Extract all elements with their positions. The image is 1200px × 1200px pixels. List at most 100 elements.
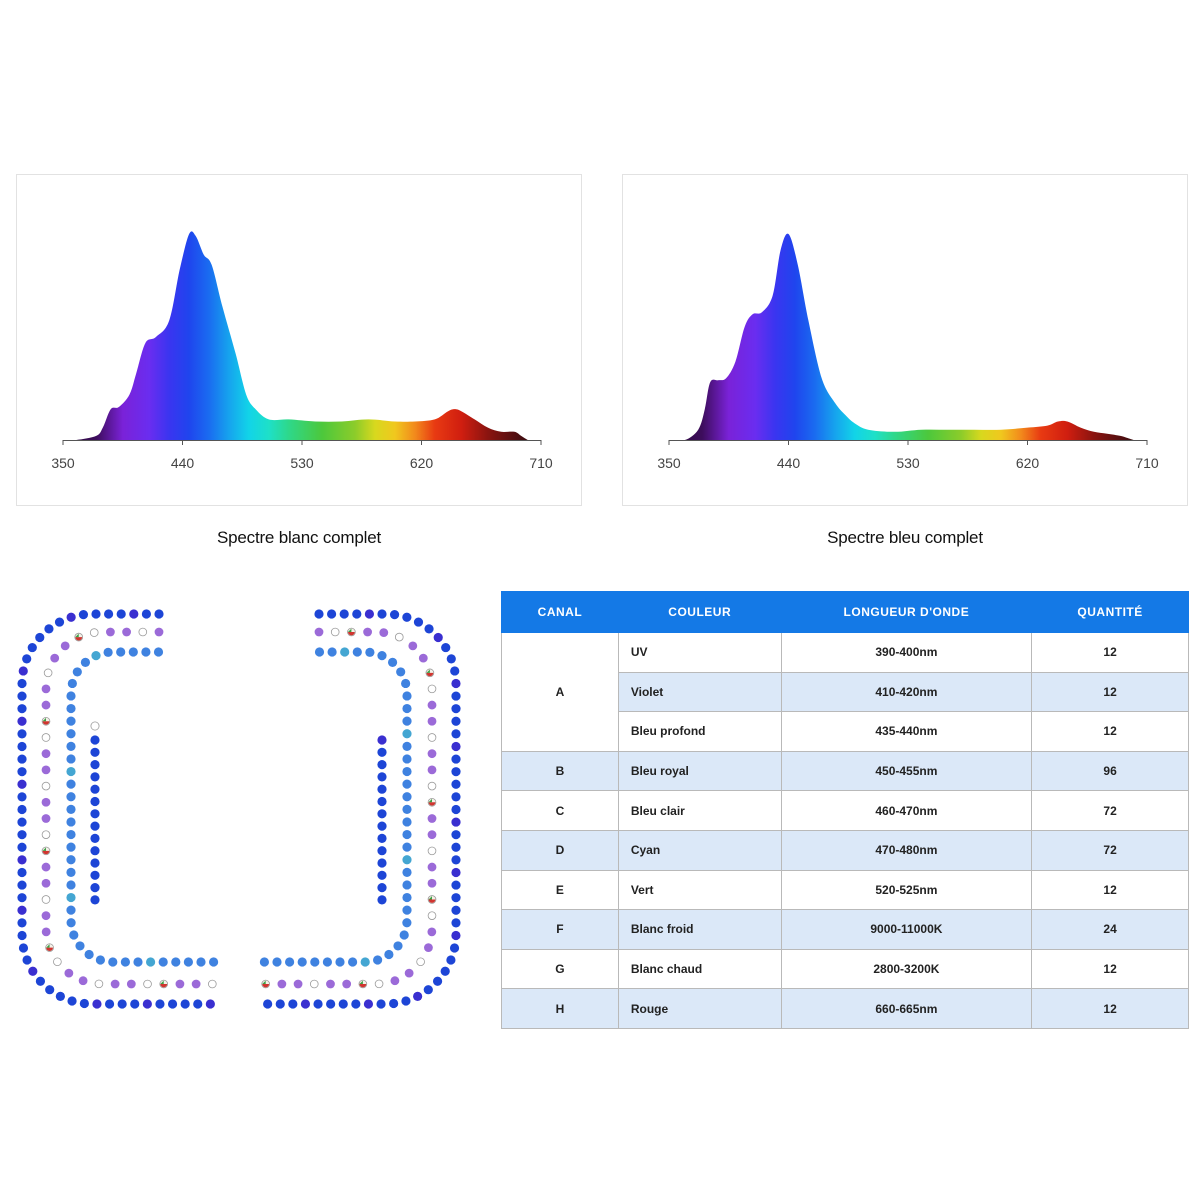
- led-dot: [418, 653, 428, 663]
- led-dot: [141, 609, 151, 619]
- led-dot: [377, 760, 387, 770]
- led-dot: [451, 930, 461, 941]
- header-longueur: LONGUEUR D'ONDE: [780, 591, 1033, 633]
- led-dot: [17, 893, 27, 903]
- led-dot: [451, 893, 461, 903]
- led-dot: [90, 846, 100, 856]
- led-dot: [275, 999, 285, 1009]
- led-dot: [427, 911, 437, 920]
- x-tick-label: 530: [896, 455, 920, 471]
- led-dot: [293, 979, 303, 989]
- led-dot: [66, 766, 76, 777]
- led-dot: [41, 797, 51, 807]
- led-dot: [402, 779, 412, 789]
- led-dot: [402, 766, 412, 777]
- led-dot: [154, 609, 164, 619]
- led-dot: [416, 957, 425, 967]
- header-couleur: COULEUR: [617, 591, 782, 633]
- led-dot: [376, 999, 386, 1009]
- led-dot: [310, 957, 320, 967]
- led-dot: [142, 999, 152, 1009]
- led-dot: [413, 617, 424, 627]
- led-dot: [309, 979, 319, 989]
- cell-quantite: 72: [1031, 829, 1189, 871]
- led-dot: [377, 651, 387, 661]
- led-dot: [17, 678, 27, 689]
- cell-quantite: 12: [1031, 988, 1189, 1029]
- led-dot: [104, 999, 115, 1009]
- led-dot: [451, 918, 461, 928]
- led-dot: [297, 957, 307, 967]
- led-dot: [402, 754, 412, 764]
- table-row: B Bleu royal 450-455nm 96: [501, 750, 1189, 792]
- led-dot: [402, 855, 412, 865]
- led-dot: [91, 651, 101, 661]
- led-dot: [75, 941, 85, 951]
- led-dot: [74, 632, 84, 642]
- led-dot: [425, 668, 435, 678]
- led-dot: [402, 741, 412, 751]
- led-dot: [110, 979, 120, 989]
- led-dot: [413, 991, 423, 1001]
- led-dot: [44, 624, 54, 634]
- led-dot: [66, 817, 76, 827]
- led-dot: [451, 842, 461, 852]
- led-dot: [339, 609, 349, 619]
- led-dot: [17, 880, 27, 890]
- led-dot: [66, 829, 76, 840]
- led-dot: [66, 729, 76, 739]
- led-dot: [183, 957, 193, 967]
- led-dot: [401, 996, 411, 1006]
- led-dot: [158, 957, 168, 967]
- led-dot: [17, 754, 27, 764]
- cell-quantite: 96: [1031, 750, 1189, 792]
- led-dot: [94, 979, 104, 989]
- table-header-row: CANAL COULEUR LONGUEUR D'ONDE QUANTITÉ: [501, 591, 1189, 633]
- x-tick-label: 350: [657, 455, 681, 471]
- led-dot: [451, 779, 461, 789]
- led-dot: [66, 741, 76, 751]
- led-dot: [446, 955, 456, 965]
- led-dot: [365, 647, 375, 657]
- led-dot: [41, 895, 51, 904]
- led-dot: [120, 957, 130, 967]
- led-dot: [66, 754, 76, 764]
- table-row: G Blanc chaud 2800-3200K 12: [501, 948, 1189, 990]
- led-dot: [138, 627, 148, 637]
- led-dot: [141, 647, 151, 657]
- led-dot: [45, 985, 55, 995]
- led-dot: [41, 716, 51, 726]
- led-dot: [90, 760, 100, 770]
- led-dot: [424, 943, 433, 953]
- led-dot: [90, 735, 100, 745]
- led-dot: [372, 955, 383, 965]
- led-dot: [90, 883, 100, 893]
- table-row: A UV 390-400nm 12: [501, 632, 1189, 752]
- led-dot: [17, 867, 27, 878]
- led-dot: [285, 957, 295, 967]
- channel-table: CANAL COULEUR LONGUEUR D'ONDE QUANTITÉ A…: [501, 591, 1189, 1029]
- led-dot: [451, 804, 461, 815]
- led-dot: [451, 754, 461, 764]
- led-dot: [402, 905, 412, 915]
- blue-spectrum-chart: 350 440 530 620 710: [622, 174, 1188, 506]
- led-dot: [66, 918, 76, 928]
- led-dot: [41, 781, 51, 791]
- led-dot: [451, 691, 461, 701]
- led-dot: [352, 609, 362, 619]
- led-dot: [432, 976, 443, 986]
- led-dot: [389, 609, 400, 620]
- cell-canal: B: [501, 750, 619, 792]
- led-dot: [72, 667, 82, 677]
- led-dot: [427, 749, 437, 759]
- spectrum-area: [669, 233, 1134, 440]
- led-dot: [66, 691, 76, 701]
- led-dot: [45, 943, 54, 952]
- led-dot: [66, 905, 76, 915]
- led-dot: [449, 943, 460, 953]
- led-dot: [351, 999, 361, 1009]
- table-row: Bleu profond 435-440nm 12: [502, 711, 1189, 752]
- led-dot: [90, 870, 100, 880]
- cell-quantite: 12: [1031, 671, 1189, 713]
- table-row: D Cyan 470-480nm 72: [501, 829, 1189, 871]
